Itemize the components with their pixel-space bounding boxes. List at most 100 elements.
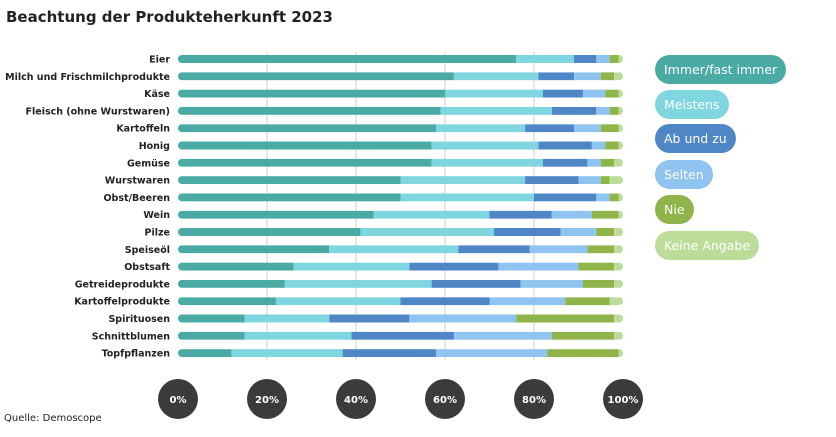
bar-segment xyxy=(493,228,561,236)
bar-segment xyxy=(178,349,232,358)
tick-label: 20% xyxy=(255,395,279,406)
bar-segment xyxy=(605,141,619,150)
x-axis-ticks: 0% 20% 40% 60% 80% 100% xyxy=(158,379,643,419)
bar-segment xyxy=(587,158,601,167)
bar-row xyxy=(178,55,623,63)
bar-row xyxy=(178,228,623,236)
bar-segment xyxy=(551,331,615,340)
bar-segment xyxy=(440,106,552,115)
bar-segment xyxy=(609,193,619,202)
bar-segment xyxy=(400,176,526,185)
bar-segment xyxy=(591,141,606,150)
category-label: Käse xyxy=(144,89,170,100)
bar-segment xyxy=(431,158,543,167)
bar-segment xyxy=(560,228,597,236)
bar-segment xyxy=(614,228,623,236)
tick-badge xyxy=(336,379,376,419)
bar-segment xyxy=(596,106,610,115)
bar-segment xyxy=(445,89,543,98)
bar-segment xyxy=(574,72,601,81)
bar-segment xyxy=(178,297,276,306)
category-label: Kartoffelprodukte xyxy=(74,297,170,308)
bar-segment xyxy=(578,262,615,271)
bar-segment xyxy=(453,72,539,81)
bar-row xyxy=(178,314,623,323)
bar-segment xyxy=(538,72,575,81)
bar-segment xyxy=(582,279,615,288)
bar-segment xyxy=(178,331,245,340)
tick-badge xyxy=(425,379,465,419)
tick-label: 100% xyxy=(608,395,639,406)
bar-segment xyxy=(609,106,619,115)
bar-segment xyxy=(516,55,575,63)
bar-segment xyxy=(547,349,619,358)
bar-segment xyxy=(618,193,623,202)
bar-segment xyxy=(351,331,454,340)
bar-segment xyxy=(574,124,601,133)
bar-segment xyxy=(551,106,597,115)
bar-segment xyxy=(551,210,592,219)
bar-segment xyxy=(600,124,619,133)
category-label: Wein xyxy=(143,210,170,221)
bar-segment xyxy=(453,331,552,340)
bar-row xyxy=(178,141,623,150)
bar-segment xyxy=(614,279,623,288)
bar-segment xyxy=(489,210,552,219)
category-label: Getreideprodukte xyxy=(75,279,170,290)
bar-segment xyxy=(178,228,361,236)
bar-segment xyxy=(542,158,588,167)
category-labels: Eier Milch und Frischmilchprodukte Käse Fle… xyxy=(5,55,170,360)
bar-segment xyxy=(614,314,623,323)
bar-segment xyxy=(525,176,579,185)
bar-row xyxy=(178,72,623,81)
bar-segment xyxy=(275,297,401,306)
bar-segment xyxy=(178,106,441,115)
category-label: Milch und Frischmilchprodukte xyxy=(5,72,170,83)
bar-segment xyxy=(431,141,539,150)
bar-segment xyxy=(618,210,623,219)
bar-segment xyxy=(578,176,601,185)
bar-segment xyxy=(284,279,432,288)
category-label: Eier xyxy=(149,55,170,66)
bar-segment xyxy=(614,331,623,340)
bar-row xyxy=(178,297,623,306)
bar-segment xyxy=(178,158,432,167)
bar-segment xyxy=(529,245,588,254)
bar-segment xyxy=(525,124,575,133)
bar-segment xyxy=(618,141,623,150)
bar-segment xyxy=(605,89,619,98)
bar-segment xyxy=(600,176,610,185)
bar-segment xyxy=(400,193,534,202)
bar-segment xyxy=(618,89,623,98)
bar-segment xyxy=(178,210,374,219)
grid-lines xyxy=(266,52,535,360)
category-label: Pilze xyxy=(145,228,170,239)
category-label: Fleisch (ohne Wurstwaren) xyxy=(26,106,171,117)
bar-segment xyxy=(609,297,623,306)
category-label: Schnittblumen xyxy=(92,331,171,342)
bar-segment xyxy=(609,55,619,63)
bar-segment xyxy=(329,245,459,254)
bar-segment xyxy=(178,314,245,323)
bar-segment xyxy=(329,314,410,323)
bar-segment xyxy=(178,193,401,202)
bar-row xyxy=(178,158,623,167)
bar-segment xyxy=(436,124,526,133)
bar-segment xyxy=(244,331,352,340)
legend-item: Immer/fast immer xyxy=(655,55,787,84)
bar-row xyxy=(178,176,623,185)
bar-segment xyxy=(178,89,445,98)
bar-segment xyxy=(178,55,517,63)
tick-badge xyxy=(247,379,287,419)
bar-row xyxy=(178,106,623,115)
category-label: Obstsaft xyxy=(124,262,170,273)
bar-segment xyxy=(516,314,615,323)
bar-segment xyxy=(498,262,579,271)
bar-row xyxy=(178,331,623,340)
bar-segment xyxy=(178,262,294,271)
bar-segment xyxy=(596,193,610,202)
category-label: Honig xyxy=(139,141,170,152)
bar-segment xyxy=(436,349,548,358)
bar-segment xyxy=(431,279,521,288)
category-label: Kartoffeln xyxy=(116,124,170,135)
